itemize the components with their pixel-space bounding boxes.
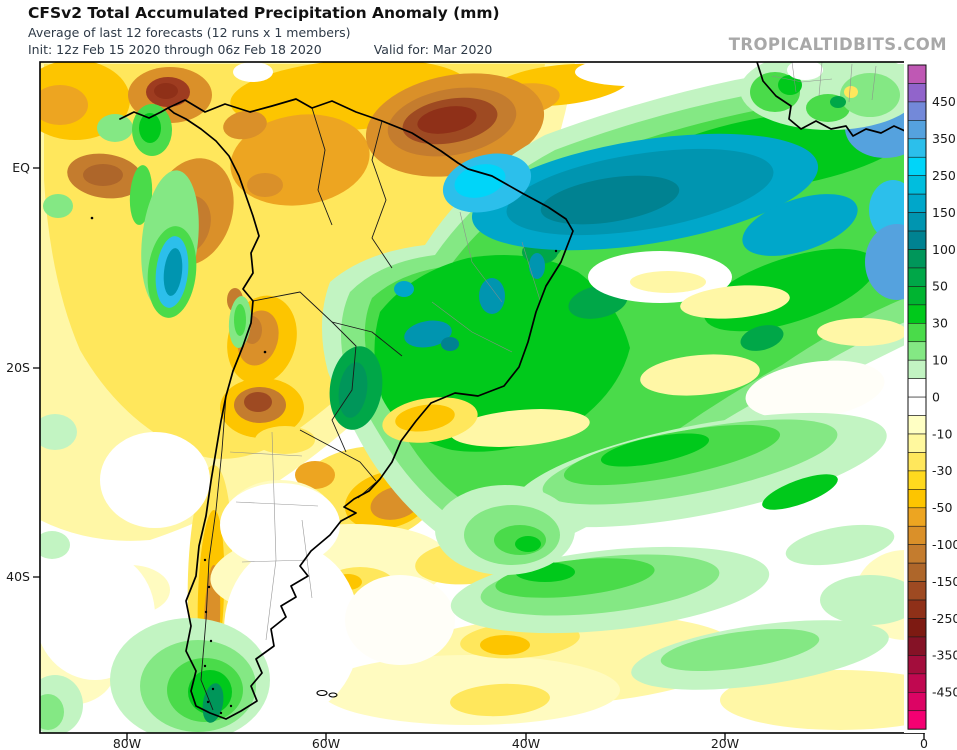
colorbar-tick-label: -150 <box>932 574 957 589</box>
colorbar-segment <box>907 267 927 287</box>
colorbar-segment <box>907 101 927 121</box>
lon-label-20w: 20W <box>711 736 739 750</box>
colorbar-segment <box>907 396 927 416</box>
colorbar-tick-label: -250 <box>932 611 957 626</box>
watermark: TROPICALTIDBITS.COM <box>728 35 947 54</box>
colorbar-segment <box>907 120 927 140</box>
lat-label-40s: 40S <box>6 569 30 584</box>
colorbar-tick-label: 150 <box>932 205 956 220</box>
colorbar-tick-label: 100 <box>932 242 956 257</box>
init-label: Init: 12z Feb 15 2020 through 06z Feb 18… <box>28 42 322 57</box>
colorbar-segment <box>907 636 927 656</box>
lon-label-80w: 80W <box>113 736 141 750</box>
lon-ticks <box>126 733 925 740</box>
colorbar-segment <box>907 544 927 564</box>
colorbar-tick-label: -100 <box>932 537 957 552</box>
colorbar-segment <box>907 378 927 398</box>
colorbar-tick-label: 350 <box>932 131 956 146</box>
anomaly-shading <box>40 62 924 733</box>
colorbar-tick-label: -30 <box>932 463 952 478</box>
colorbar-segment <box>907 341 927 361</box>
colorbar-segment <box>907 489 927 509</box>
lon-label-40w: 40W <box>512 736 540 750</box>
colorbar-segment <box>907 525 927 546</box>
colorbar-segment <box>907 175 927 195</box>
colorbar-segment <box>907 673 927 693</box>
axis-labels: EQ 20S 40S 80W 60W 40W 20W 0 <box>6 160 928 750</box>
colorbar-segment <box>907 156 927 177</box>
subtitle: Average of last 12 forecasts (12 runs x … <box>28 25 351 40</box>
admin-borders <box>229 62 877 641</box>
lat-label-eq: EQ <box>12 160 30 175</box>
header-block: CFSv2 Total Accumulated Precipitation An… <box>28 3 500 58</box>
colorbar-segment <box>907 359 927 379</box>
colorbar-segment <box>907 581 927 601</box>
colorbar-segment <box>907 83 927 103</box>
colorbar-segment <box>907 433 927 453</box>
lat-ticks <box>33 167 40 578</box>
terrain-speckles <box>90 216 558 715</box>
colorbar-segment <box>907 286 927 306</box>
colorbar-segment <box>907 415 927 435</box>
page-title: CFSv2 Total Accumulated Precipitation An… <box>28 4 500 22</box>
colorbar-segment <box>907 562 927 582</box>
colorbar-tick-label: -50 <box>932 500 952 515</box>
colorbar-tick-label: -350 <box>932 648 957 663</box>
colorbar-tick-label: 50 <box>932 279 948 294</box>
colorbar-border <box>907 64 927 730</box>
init-valid-row: Init: 12z Feb 15 2020 through 06z Feb 18… <box>28 42 500 58</box>
colorbar-segment <box>907 230 927 250</box>
colorbar-tick-label: -10 <box>932 426 952 441</box>
colorbar: 4503502501501005030100-10-30-50-100-150-… <box>907 64 957 730</box>
colorbar-tick-label: -450 <box>932 685 957 700</box>
coastlines <box>119 62 906 720</box>
colorbar-tick-label: 10 <box>932 353 948 368</box>
colorbar-tick-label: 450 <box>932 94 956 109</box>
colorbar-segment <box>907 304 927 324</box>
colorbar-segment <box>907 212 927 232</box>
colorbar-segment <box>907 193 927 213</box>
lat-label-20s: 20S <box>6 360 30 375</box>
colorbar-segment <box>907 322 927 343</box>
colorbar-segment <box>907 599 927 619</box>
colorbar-segment <box>907 691 927 712</box>
colorbar-segment <box>907 452 927 472</box>
colorbar-segment <box>907 249 927 269</box>
lon-label-0: 0 <box>920 736 928 750</box>
colorbar-segment <box>907 710 927 730</box>
valid-label: Valid for: Mar 2020 <box>373 42 493 57</box>
colorbar-tick-label: 30 <box>932 316 948 331</box>
colorbar-segment <box>907 618 927 638</box>
colorbar-tick-label: 250 <box>932 168 956 183</box>
colorbar-segment <box>907 655 927 675</box>
colorbar-segment <box>907 64 927 84</box>
lon-label-60w: 60W <box>312 736 340 750</box>
colorbar-segment <box>907 507 927 527</box>
colorbar-segment <box>907 470 927 490</box>
colorbar-tick-label: 0 <box>932 389 940 404</box>
country-borders <box>200 107 403 711</box>
colorbar-segment <box>907 138 927 158</box>
